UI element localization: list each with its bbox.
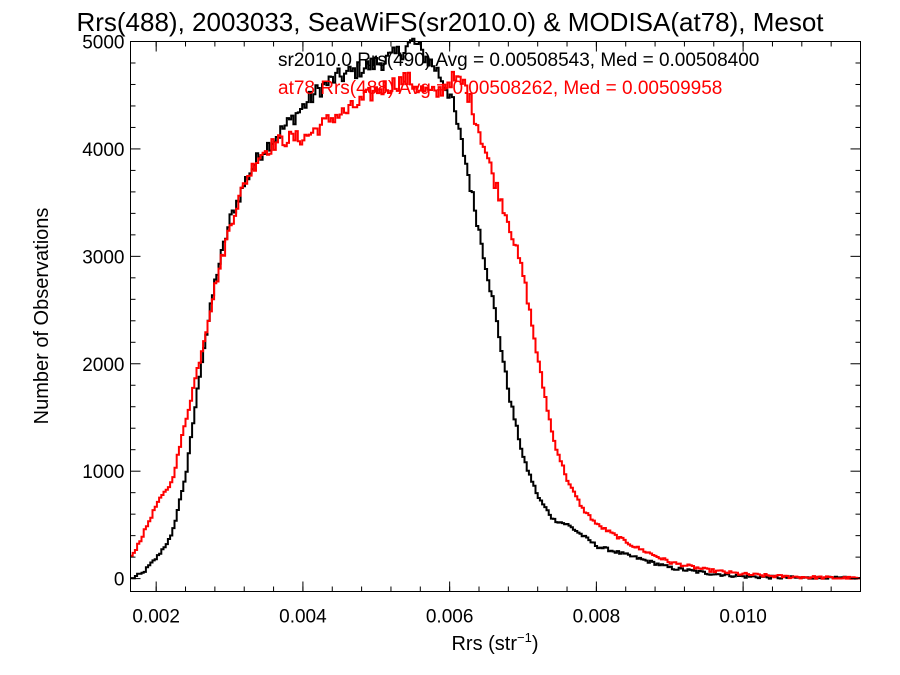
series-line-black xyxy=(130,37,860,580)
plot-area: 0.002 0.004 0.006 0.008 0.010 0 1000 2000 3000 40… xyxy=(82,33,861,628)
x-tick-label: 0.004 xyxy=(279,607,327,628)
chart-title: Rrs(488), 2003033, SeaWiFS(sr2010.0) & M… xyxy=(76,7,824,37)
legend-entry-red: at78 Rrs(488) Avg = 0.00508262, Med = 0.… xyxy=(278,78,722,99)
series-line-red xyxy=(130,70,860,580)
y-tick-label: 2000 xyxy=(82,355,124,376)
x-tick-label: 0.008 xyxy=(573,607,621,628)
y-tick-label: 5000 xyxy=(82,33,124,54)
x-axis-label: Rrs (str−1) xyxy=(451,630,538,655)
plot-frame xyxy=(130,41,861,592)
legend-entry-black: sr2010.0 Rrs(490) Avg = 0.00508543, Med … xyxy=(278,50,759,71)
y-tick-label: 3000 xyxy=(82,247,124,268)
x-tick-label: 0.006 xyxy=(426,607,474,628)
y-axis-label: Number of Observations xyxy=(31,208,53,425)
x-tick-label: 0.002 xyxy=(132,607,180,628)
y-tick-label: 4000 xyxy=(82,140,124,161)
y-tick-label: 1000 xyxy=(82,462,124,483)
y-tick-label: 0 xyxy=(114,570,125,591)
x-tick-label: 0.010 xyxy=(719,607,767,628)
